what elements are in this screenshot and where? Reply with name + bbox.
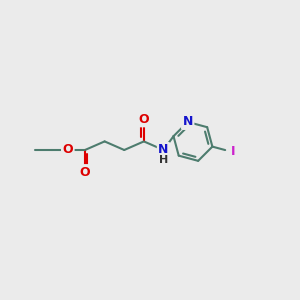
Text: O: O	[80, 166, 90, 178]
Text: N: N	[182, 116, 193, 128]
Text: I: I	[231, 145, 235, 158]
Text: O: O	[139, 113, 149, 126]
Text: N: N	[158, 143, 169, 157]
Text: O: O	[62, 143, 73, 157]
Text: H: H	[159, 155, 169, 165]
